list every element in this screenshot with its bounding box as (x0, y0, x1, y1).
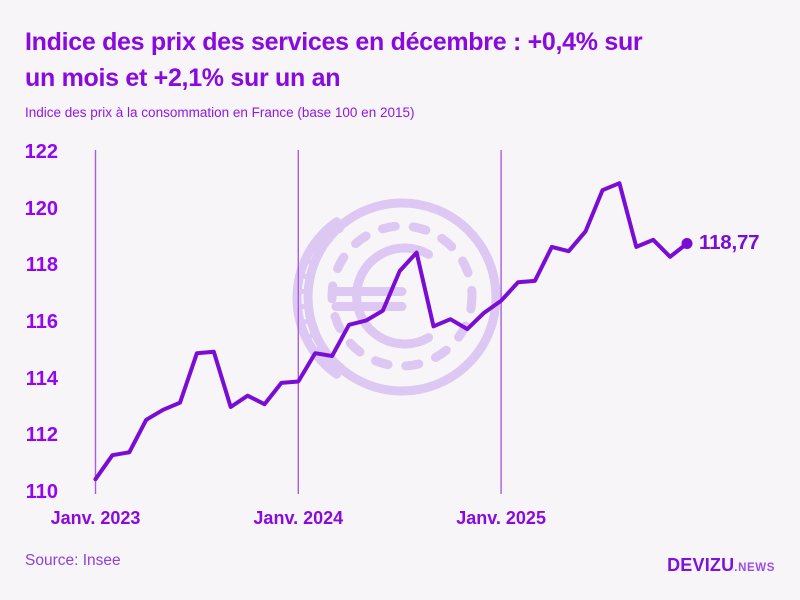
page-title: Indice des prix des services en décembre… (25, 24, 785, 96)
x-tick-janv-2023: Janv. 2023 (50, 508, 141, 528)
end-point-marker (681, 238, 693, 249)
x-gridlines (94, 150, 502, 494)
series-line (93, 181, 689, 482)
x-tick-janv-2025: Janv. 2025 (456, 508, 546, 528)
source-credit: Source: Insee (25, 552, 121, 569)
euro-coin-watermark-icon (292, 198, 501, 396)
page-title-line2: un mois et +2,1% sur un an (25, 64, 341, 92)
chart-subtitle: Indice des prix à la consommation en Fra… (25, 105, 415, 120)
x-tick-janv-2024: Janv. 2024 (253, 508, 344, 528)
last-value-label: 118,77 (699, 230, 760, 254)
logo-suffix: .NEWS (734, 562, 775, 574)
page-title-line1: Indice des prix des services en décembre… (25, 28, 643, 56)
brand-logo: DEVIZU.NEWS (667, 555, 775, 576)
logo-name: DEVIZU (667, 555, 735, 575)
